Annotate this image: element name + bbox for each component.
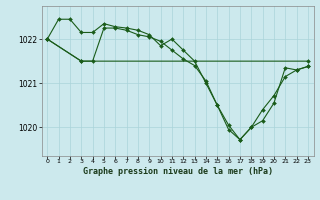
X-axis label: Graphe pression niveau de la mer (hPa): Graphe pression niveau de la mer (hPa)	[83, 167, 273, 176]
